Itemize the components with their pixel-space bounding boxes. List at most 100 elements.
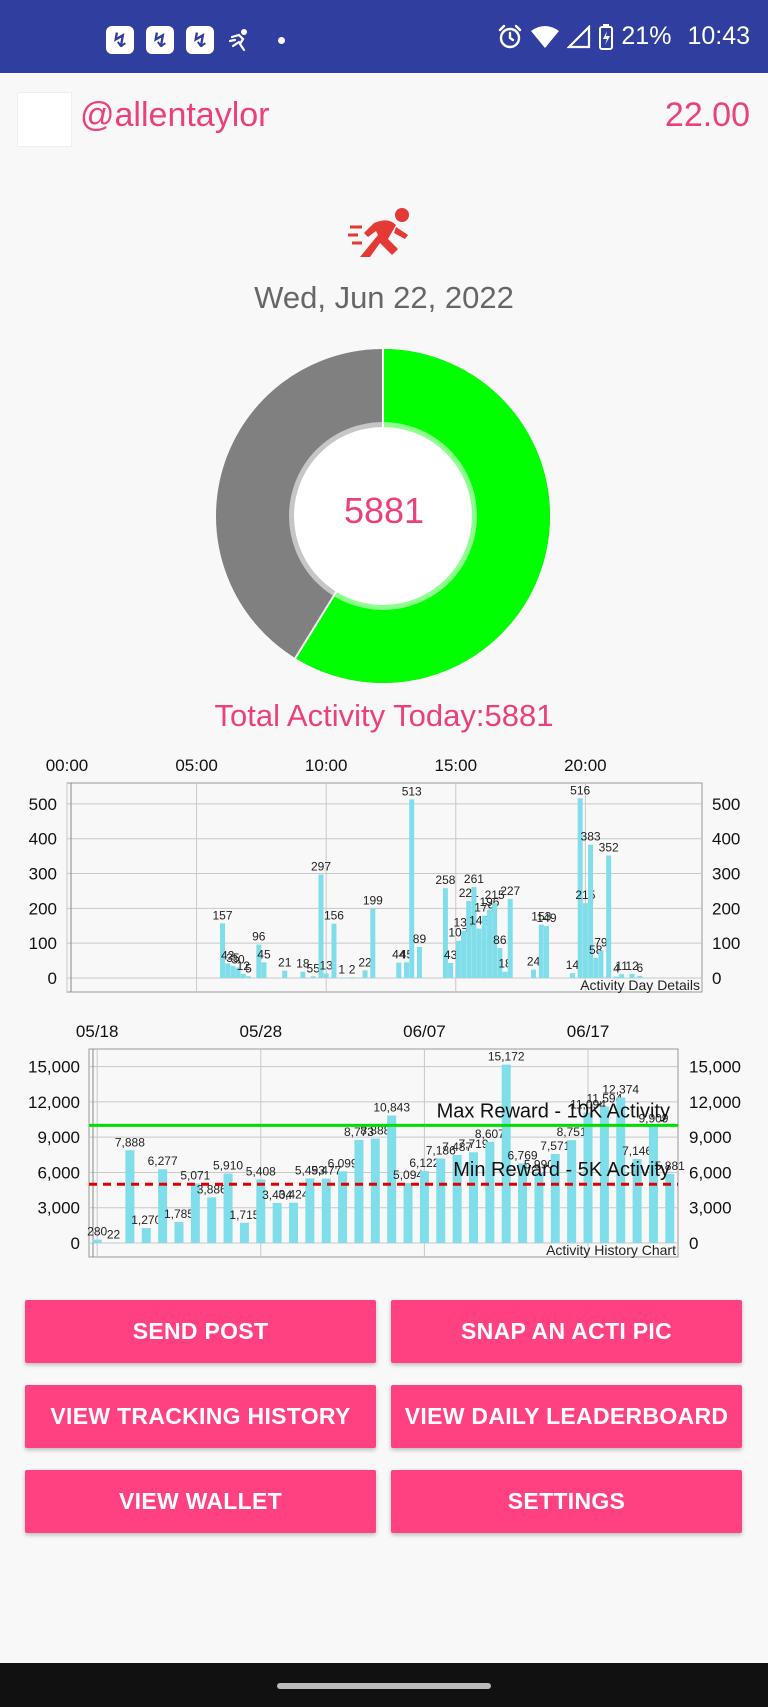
bar-value-label: 2 <box>349 962 356 976</box>
chart-frame <box>88 1048 679 1258</box>
bar-value-label: 8,888 <box>360 1123 390 1137</box>
alarm-icon <box>499 24 522 48</box>
settings-button[interactable]: SETTINGS <box>391 1470 742 1533</box>
activity-donut-chart <box>216 349 550 683</box>
bar <box>531 969 537 978</box>
bar-value-label: 10,843 <box>373 1101 410 1115</box>
bar <box>613 976 619 978</box>
bar <box>109 1242 119 1244</box>
bar <box>239 1222 249 1243</box>
x-tick-label: 10:00 <box>305 756 348 775</box>
bar-value-label: 21 <box>278 956 292 970</box>
app-notification-icon: ↯ <box>106 26 134 54</box>
bar-value-label: 24 <box>527 955 541 969</box>
bar <box>409 799 415 978</box>
username[interactable]: @allentaylor <box>80 96 270 134</box>
bar <box>543 926 549 978</box>
bar-value-label: 261 <box>464 872 484 886</box>
bar-value-label: 12 <box>625 959 639 973</box>
bar-value-label: 6,099 <box>328 1156 358 1170</box>
x-tick-label: 20:00 <box>564 756 607 775</box>
home-gesture-handle[interactable] <box>277 1683 491 1689</box>
bar <box>619 974 625 978</box>
bar <box>577 798 583 978</box>
bar <box>481 915 487 978</box>
bar <box>599 1106 609 1243</box>
y-tick-label-left: 6,000 <box>37 1163 80 1182</box>
view-daily-leaderboard-button[interactable]: VIEW DAILY LEADERBOARD <box>391 1385 742 1448</box>
bar <box>321 1178 331 1243</box>
chart-description: Activity History Chart <box>546 1242 676 1258</box>
battery-icon <box>599 23 614 50</box>
bar <box>507 898 513 978</box>
y-tick-label-left: 3,000 <box>37 1199 80 1218</box>
app-notification-icon: ↯ <box>146 26 174 54</box>
bar-value-label: 5,071 <box>180 1168 210 1182</box>
bar-value-label: 5,910 <box>213 1159 243 1173</box>
bar <box>404 962 410 978</box>
avatar[interactable] <box>17 92 72 147</box>
bar <box>497 948 503 978</box>
bar-value-label: 3,886 <box>197 1182 227 1196</box>
bar <box>416 947 422 978</box>
bar <box>461 930 467 978</box>
bar <box>256 944 262 978</box>
bar <box>331 923 337 978</box>
bar <box>403 1183 413 1243</box>
bar-value-label: 5,990 <box>524 1158 554 1172</box>
bar <box>485 1141 495 1243</box>
activity-day-chart: 0 0 100 100 200 200 300 300 400 400 500 500 00:00 05:… <box>29 756 741 993</box>
bar-value-label: 156 <box>324 909 344 923</box>
bar-value-label: 43 <box>444 948 458 962</box>
bar <box>158 1169 168 1243</box>
bar-value-label: 11,094 <box>570 1098 606 1112</box>
bar <box>272 1202 282 1243</box>
y-tick-label-left: 0 <box>71 1234 80 1253</box>
bar <box>569 973 575 978</box>
bar <box>92 1239 102 1243</box>
bar <box>588 844 594 978</box>
bar-value-label: 96 <box>252 930 266 944</box>
bar <box>538 924 544 978</box>
y-tick-label-right: 200 <box>712 899 740 918</box>
bar <box>289 1202 299 1243</box>
bar-value-label: 13 <box>320 958 334 972</box>
app-notification-icon: ↯ <box>186 26 214 54</box>
bar-value-label: 352 <box>599 840 619 854</box>
bar <box>220 923 226 978</box>
x-tick-label: 06/07 <box>403 1022 446 1041</box>
bar-value-label: 7,571 <box>540 1139 570 1153</box>
bar <box>492 903 498 978</box>
more-notifications-dot-icon <box>278 36 285 44</box>
bar-value-label: 215 <box>485 888 505 902</box>
send-post-button[interactable]: SEND POST <box>25 1300 376 1363</box>
bar-value-label: 8,773 <box>344 1125 374 1139</box>
snap-acti-pic-button[interactable]: SNAP AN ACTI PIC <box>391 1300 742 1363</box>
bar <box>190 1183 200 1243</box>
bar <box>637 975 643 978</box>
bar-value-label: 258 <box>435 873 455 887</box>
clock-time: 10:43 <box>687 22 750 50</box>
view-wallet-button[interactable]: VIEW WALLET <box>25 1470 376 1533</box>
bar-value-label: 45 <box>257 947 271 961</box>
bar-value-label: 5,881 <box>655 1159 685 1173</box>
bar <box>486 909 492 978</box>
donut-center-value: 5881 <box>343 490 425 531</box>
bar <box>448 963 454 978</box>
bar <box>466 901 472 978</box>
x-tick-label: 05/28 <box>240 1022 283 1041</box>
view-tracking-history-button[interactable]: VIEW TRACKING HISTORY <box>25 1385 376 1448</box>
bar-value-label: 9,909 <box>638 1111 668 1125</box>
bar-value-label: 22 <box>107 1228 121 1242</box>
y-tick-label-right: 100 <box>712 934 740 953</box>
bar-value-label: 516 <box>570 783 590 797</box>
bar-value-label: 12 <box>237 959 251 973</box>
bar <box>436 1158 446 1243</box>
y-tick-label-left: 300 <box>29 865 57 884</box>
bar <box>419 1171 429 1243</box>
bar-value-label: 5,408 <box>246 1164 276 1178</box>
bar <box>223 1173 233 1243</box>
bar-value-label: 86 <box>493 933 507 947</box>
y-tick-label-right: 3,000 <box>689 1199 732 1218</box>
bar <box>305 1178 315 1243</box>
